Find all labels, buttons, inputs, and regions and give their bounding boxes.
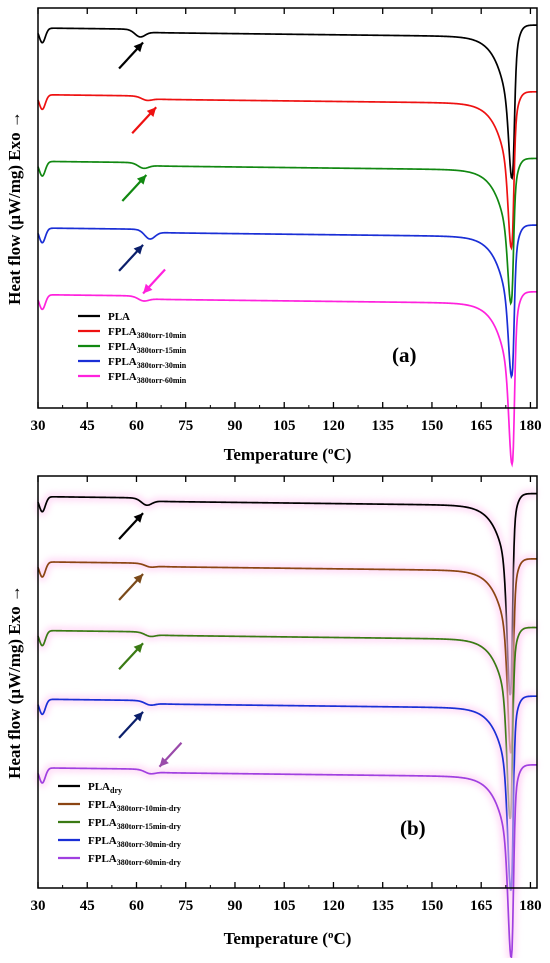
x-tick-label: 90 bbox=[227, 898, 242, 914]
x-tick-label: 60 bbox=[129, 418, 144, 434]
x-tick-label: 75 bbox=[178, 418, 193, 434]
series-line-2 bbox=[37, 626, 538, 820]
series-glow bbox=[33, 554, 537, 755]
x-tick-label: 120 bbox=[322, 898, 345, 914]
x-tick-label: 180 bbox=[519, 418, 542, 434]
tg-arrow bbox=[131, 106, 157, 135]
x-tick-label: 105 bbox=[273, 418, 296, 434]
x-tick-label: 30 bbox=[31, 418, 46, 434]
y-axis-title: Heat flow (μW/mg) Exo → bbox=[5, 585, 24, 779]
x-tick-label: 75 bbox=[178, 898, 193, 914]
legend-entry: FPLA380torr-30min bbox=[108, 356, 187, 370]
series-line-3 bbox=[37, 224, 537, 380]
plot-frame bbox=[37, 475, 538, 889]
x-tick-label: 165 bbox=[470, 418, 493, 434]
series-line-1 bbox=[37, 558, 537, 754]
series-line-0 bbox=[37, 492, 538, 696]
x-tick-label: 60 bbox=[129, 898, 144, 914]
series-line-4 bbox=[37, 764, 537, 959]
series-glow bbox=[33, 489, 538, 697]
panel-1: 30 45 60 75 90 105 120 135 150 165 180 Temperature … bbox=[5, 475, 542, 963]
legend: PLAFPLA380torr-10minFPLA380torr-15minFPL… bbox=[78, 311, 187, 385]
plot-frame bbox=[37, 7, 538, 409]
x-tick-label: 105 bbox=[273, 898, 296, 914]
x-tick-label: 135 bbox=[371, 898, 394, 914]
x-tick-label: 45 bbox=[80, 898, 95, 914]
series-line-0 bbox=[37, 24, 537, 180]
x-tick-label: 120 bbox=[322, 418, 345, 434]
legend-entry: FPLA380torr-15min-dry bbox=[88, 817, 181, 831]
legend-entry: FPLA380torr-60min-dry bbox=[88, 853, 181, 867]
x-tick-label: 45 bbox=[80, 418, 95, 434]
x-tick-label: 150 bbox=[421, 898, 444, 914]
legend-entry: FPLA380torr-10min-dry bbox=[88, 799, 181, 813]
tg-arrow bbox=[118, 244, 144, 272]
x-tick-label: 165 bbox=[470, 898, 493, 914]
legend-entry: FPLA380torr-30min-dry bbox=[88, 835, 181, 849]
series-line-3 bbox=[37, 695, 538, 891]
x-tick-label: 150 bbox=[421, 418, 444, 434]
x-tick-label: 180 bbox=[519, 898, 542, 914]
legend-entry: FPLA380torr-15min bbox=[108, 341, 187, 355]
series-line-2 bbox=[37, 157, 537, 306]
tg-arrow bbox=[158, 742, 183, 768]
legend-entry: FPLA380torr-10min bbox=[108, 326, 187, 340]
tg-arrow bbox=[118, 711, 144, 739]
x-tick-label: 90 bbox=[227, 418, 242, 434]
tg-arrow bbox=[118, 573, 144, 601]
tg-arrow bbox=[118, 642, 144, 670]
tg-arrow bbox=[121, 174, 148, 202]
x-tick-label: 30 bbox=[31, 898, 46, 914]
y-axis-title: Heat flow (μW/mg) Exo → bbox=[5, 111, 24, 305]
tg-arrow bbox=[118, 41, 144, 70]
series-line-4 bbox=[37, 290, 537, 468]
legend: PLAdry FPLA380torr-10min-dry FPLA380torr-1… bbox=[58, 781, 181, 867]
x-axis-title: Temperature (oC) bbox=[224, 445, 352, 464]
legend-entry: FPLA380torr-60min bbox=[108, 371, 187, 385]
series-line-1 bbox=[37, 90, 537, 251]
tg-arrow bbox=[118, 512, 144, 540]
panel-label: (a) bbox=[392, 343, 417, 367]
x-axis-title: Temperature (oC) bbox=[224, 929, 352, 948]
legend-entry: PLA bbox=[108, 311, 130, 323]
legend-entry: PLAdry bbox=[88, 781, 122, 795]
x-tick-label: 135 bbox=[371, 418, 394, 434]
panel-0: 30 45 60 75 90 105 120 135 150 165 180 Temperature … bbox=[5, 7, 542, 468]
panel-label: (b) bbox=[400, 816, 426, 840]
tg-arrow bbox=[142, 268, 166, 295]
